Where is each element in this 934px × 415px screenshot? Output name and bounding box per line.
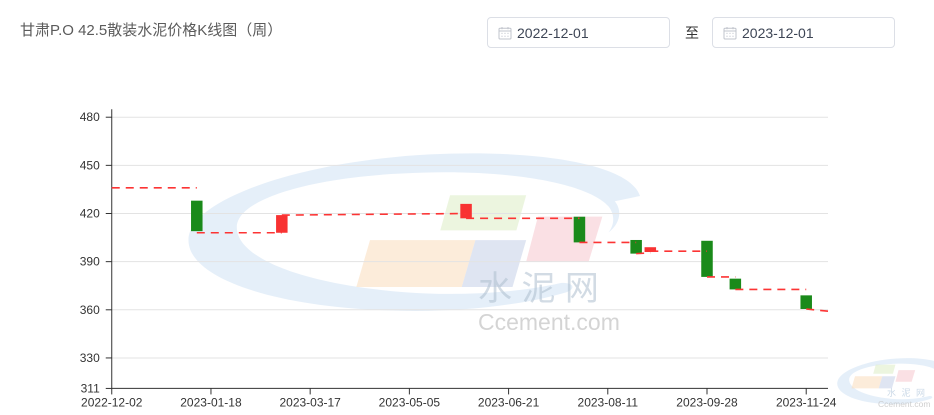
svg-text:2023-03-17: 2023-03-17 <box>279 395 341 409</box>
svg-text:水 泥 网: 水 泥 网 <box>478 270 599 308</box>
svg-text:2023-08-11: 2023-08-11 <box>578 395 639 409</box>
svg-text:2022-12-02: 2022-12-02 <box>81 395 143 409</box>
svg-text:2023-01-18: 2023-01-18 <box>180 395 242 409</box>
svg-text:330: 330 <box>80 351 100 365</box>
svg-text:2023-11-24: 2023-11-24 <box>776 395 837 409</box>
svg-text:2023-06-21: 2023-06-21 <box>478 395 540 409</box>
svg-text:311: 311 <box>81 381 100 395</box>
svg-text:420: 420 <box>80 207 100 221</box>
svg-text:390: 390 <box>80 255 100 269</box>
svg-text:2023-05-05: 2023-05-05 <box>379 395 441 409</box>
svg-text:450: 450 <box>80 158 100 172</box>
svg-text:水 泥 网: 水 泥 网 <box>887 387 927 398</box>
svg-text:2023-09-28: 2023-09-28 <box>676 395 738 409</box>
svg-text:Ccement.com: Ccement.com <box>478 309 620 335</box>
svg-text:Ccement.com: Ccement.com <box>878 399 930 409</box>
svg-text:360: 360 <box>80 303 100 317</box>
svg-text:480: 480 <box>80 110 100 124</box>
